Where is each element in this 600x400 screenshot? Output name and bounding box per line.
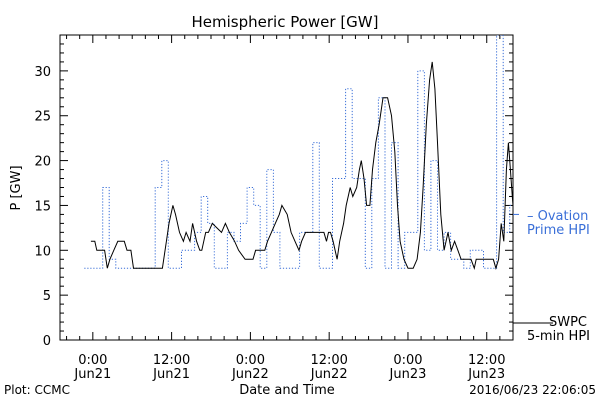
x-tick-date-label: Jun23 [389, 367, 427, 382]
x-tick-time-label: 12:00 [468, 353, 505, 368]
series-swpc-hpi-line [90, 61, 513, 270]
y-tick-label: 25 [34, 110, 51, 125]
x-tick-date-label: Jun21 [152, 367, 190, 382]
x-tick-time-label: 0:00 [78, 353, 107, 368]
x-tick-time-label: 0:00 [393, 353, 422, 368]
y-tick-label: 5 [43, 289, 51, 304]
x-tick-date-label: Jun21 [73, 367, 111, 382]
x-tick-time-label: 12:00 [310, 353, 347, 368]
plot-border [59, 34, 514, 341]
legend-ovation-label: – Ovation [527, 209, 588, 224]
plot-source-label: Plot: CCMC [4, 383, 70, 397]
y-tick-label: 20 [34, 155, 51, 170]
legend-ovation-label-line2: Prime HPI [527, 223, 590, 238]
x-tick-date-label: Jun23 [467, 367, 505, 382]
legend-swpc-label: SWPC [549, 315, 587, 330]
series-ovation-prime-line [84, 35, 513, 269]
y-tick-label: 30 [34, 65, 51, 80]
legend-swpc-label-line2: 5-min HPI [527, 329, 590, 344]
y-tick-label: 15 [34, 199, 51, 214]
x-tick-date-label: Jun22 [231, 367, 269, 382]
y-tick-label: 10 [34, 244, 51, 259]
chart-title: Hemispheric Power [GW] [192, 13, 379, 31]
plot-timestamp: 2016/06/23 22:06:05 [469, 383, 596, 397]
x-tick-time-label: 0:00 [236, 353, 265, 368]
y-axis-ticks: 0 5 10 15 20 25 30 [34, 34, 513, 349]
x-tick-date-label: Jun22 [310, 367, 348, 382]
x-tick-time-label: 12:00 [153, 353, 190, 368]
plot-area [59, 34, 514, 341]
y-tick-label: 0 [43, 334, 51, 349]
y-axis-label: P [GW] [9, 165, 24, 210]
x-axis-label: Date and Time [239, 383, 335, 398]
series-layer [84, 35, 513, 270]
x-axis-ticks: 0:00Jun2112:00Jun210:00Jun2212:00Jun220:… [66, 35, 514, 382]
